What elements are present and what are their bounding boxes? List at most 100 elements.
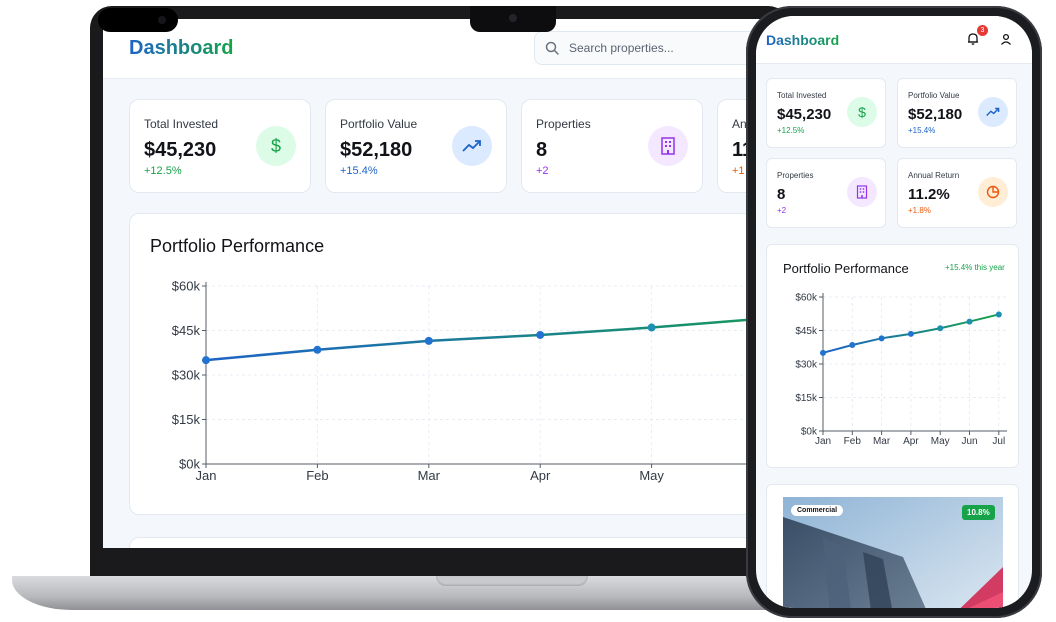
y-tick-label: $30k <box>172 368 201 383</box>
stat-value: $45,230 <box>777 106 832 123</box>
stat-value: 8 <box>777 186 786 203</box>
property-card[interactable]: Commercial 10.8% <box>766 484 1019 608</box>
x-tick-label: Jan <box>815 436 831 447</box>
search-input[interactable]: Search properties... <box>534 31 783 65</box>
series-line <box>205 315 783 362</box>
y-tick-label: $0k <box>179 457 200 472</box>
x-tick-label: Apr <box>903 436 919 447</box>
x-tick-label: Jun <box>961 436 977 447</box>
y-tick-label: $0k <box>801 427 818 438</box>
stat-label: Portfolio Value <box>340 117 418 131</box>
stat-label: Portfolio Value <box>908 91 960 100</box>
data-point[interactable] <box>966 318 973 325</box>
y-tick-label: $30k <box>795 360 818 371</box>
search-placeholder: Search properties... <box>569 41 674 55</box>
data-point[interactable] <box>849 342 856 349</box>
y-tick-label: $60k <box>172 279 201 294</box>
stat-card-properties[interactable]: Properties 8 +2 <box>766 158 886 228</box>
data-point[interactable] <box>878 335 885 342</box>
x-tick-label: Feb <box>844 436 862 447</box>
data-point[interactable] <box>424 336 433 345</box>
laptop-screen: Dashboard Search properties... Total Inv… <box>103 19 783 549</box>
user-icon[interactable] <box>999 32 1013 46</box>
stat-label: An <box>732 117 747 131</box>
stat-label: Properties <box>536 117 591 131</box>
x-tick-label: May <box>639 468 664 483</box>
x-tick-label: Mar <box>873 436 891 447</box>
data-point[interactable] <box>907 330 914 337</box>
x-tick-label: Jan <box>196 468 217 483</box>
x-tick-label: Jul <box>992 436 1005 447</box>
trending-up-icon <box>978 97 1008 127</box>
search-icon <box>545 41 559 55</box>
bell-icon[interactable] <box>966 32 980 46</box>
data-point[interactable] <box>202 356 210 365</box>
laptop-header: Dashboard Search properties... <box>103 19 783 79</box>
stat-card-properties[interactable]: Properties 8 +2 <box>521 99 703 193</box>
performance-card: Portfolio Performance $0k $15k $30k $45k $60… <box>129 213 783 515</box>
stat-card-annual-return[interactable]: Annual Return 11.2% +1.8% <box>897 158 1017 228</box>
phone-header: Dashboard 3 <box>756 16 1032 64</box>
performance-chart: $0k $15k $30k $45k $60k Jan Feb Mar Apr May Jun Jul <box>795 293 1007 447</box>
stat-card-portfolio-value[interactable]: Portfolio Value $52,180 +15.4% <box>325 99 507 193</box>
y-tick-label: $60k <box>795 293 818 304</box>
data-point[interactable] <box>820 349 826 356</box>
stat-card-total-invested[interactable]: Total Invested $45,230 +12.5% $ <box>766 78 886 148</box>
dollar-icon: $ <box>847 97 877 127</box>
dollar-icon: $ <box>256 126 296 166</box>
data-point[interactable] <box>313 345 322 354</box>
stat-change: +12.5% <box>144 165 182 177</box>
dynamic-island <box>98 8 178 32</box>
performance-title: Portfolio Performance <box>783 261 909 276</box>
x-tick-label: Mar <box>418 468 441 483</box>
page-title: Dashboard <box>766 32 840 48</box>
y-tick-label: $15k <box>795 393 818 404</box>
pie-chart-icon <box>978 177 1008 207</box>
stat-change: +2 <box>536 165 549 177</box>
x-tick-label: May <box>931 436 950 447</box>
data-point[interactable] <box>995 311 1002 318</box>
stat-value: $52,180 <box>908 106 963 123</box>
property-image: Commercial 10.8% <box>783 497 1003 608</box>
data-point[interactable] <box>937 325 944 332</box>
stat-change: +1.8% <box>908 206 931 215</box>
laptop-bezel-bottom <box>90 548 790 576</box>
stat-label: Total Invested <box>777 91 827 100</box>
property-yield-badge: 10.8% <box>962 505 995 520</box>
y-tick-label: $15k <box>172 412 201 427</box>
stat-card-total-invested[interactable]: Total Invested $45,230 +12.5% $ <box>129 99 311 193</box>
notification-badge: 3 <box>977 25 988 36</box>
stat-change: +15.4% <box>908 126 936 135</box>
stat-value: 8 <box>536 139 548 161</box>
building-icon <box>847 177 877 207</box>
performance-card: Portfolio Performance +15.4% this year $… <box>766 244 1019 468</box>
performance-yoy: +15.4% this year <box>945 263 1005 272</box>
data-point[interactable] <box>647 323 656 332</box>
next-section-card <box>129 537 783 549</box>
x-tick-label: Feb <box>306 468 328 483</box>
phone-screen: Dashboard 3 Total Invested $45,230 +12.5… <box>756 16 1032 608</box>
y-tick-label: $45k <box>795 326 818 337</box>
stat-label: Total Invested <box>144 117 219 131</box>
page-title: Dashboard <box>129 37 234 59</box>
svg-text:$: $ <box>271 136 281 156</box>
y-tick-label: $45k <box>172 323 201 338</box>
building-icon <box>648 126 688 166</box>
camera-notch <box>470 6 556 32</box>
data-point[interactable] <box>536 330 545 339</box>
x-tick-label: Apr <box>530 468 551 483</box>
stat-change: +12.5% <box>777 126 805 135</box>
stat-change: +15.4% <box>340 165 378 177</box>
stat-value: $52,180 <box>340 139 413 161</box>
stat-change: +1 <box>732 165 745 177</box>
stat-label: Annual Return <box>908 171 960 180</box>
stat-card-portfolio-value[interactable]: Portfolio Value $52,180 +15.4% <box>897 78 1017 148</box>
trending-up-icon <box>452 126 492 166</box>
stat-label: Properties <box>777 171 814 180</box>
property-type-tag: Commercial <box>791 505 844 516</box>
performance-title: Portfolio Performance <box>150 236 325 256</box>
stat-change: +2 <box>777 206 787 215</box>
stat-value: $45,230 <box>144 139 217 161</box>
